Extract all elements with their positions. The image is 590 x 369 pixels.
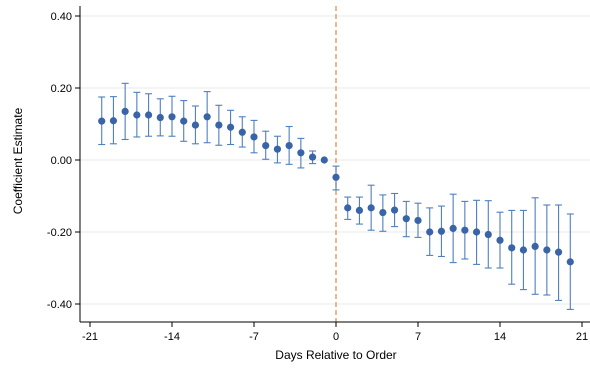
data-point bbox=[98, 117, 106, 125]
data-point bbox=[531, 242, 539, 250]
data-point bbox=[543, 246, 551, 254]
data-point bbox=[168, 113, 176, 121]
x-tick-label: -21 bbox=[82, 331, 98, 343]
data-point bbox=[191, 121, 200, 129]
data-point bbox=[109, 117, 118, 125]
data-point bbox=[121, 107, 129, 115]
data-point bbox=[461, 226, 469, 234]
data-point bbox=[203, 113, 211, 121]
data-point bbox=[133, 111, 141, 119]
x-tick-label: 14 bbox=[494, 331, 506, 343]
data-point bbox=[554, 248, 563, 256]
data-point bbox=[215, 121, 223, 129]
data-point bbox=[472, 228, 481, 236]
y-axis-title: Coefficient Estimate bbox=[11, 107, 25, 214]
data-point bbox=[144, 111, 153, 119]
data-point bbox=[250, 133, 258, 141]
data-point bbox=[156, 113, 164, 122]
y-tick-label: -0.40 bbox=[47, 299, 72, 311]
data-point bbox=[437, 227, 446, 235]
point-estimates bbox=[98, 107, 574, 266]
data-point bbox=[566, 258, 574, 266]
data-point bbox=[355, 206, 364, 214]
data-point bbox=[519, 246, 528, 254]
data-point bbox=[180, 117, 188, 125]
y-axis-ticks: 0.40 0.20 0.00 -0.20 -0.40 bbox=[47, 11, 80, 311]
data-point bbox=[262, 142, 270, 150]
y-tick-label: -0.20 bbox=[47, 227, 72, 239]
axes bbox=[79, 6, 590, 323]
y-tick-label: 0.20 bbox=[51, 83, 72, 95]
data-point bbox=[496, 236, 504, 244]
data-point bbox=[402, 215, 410, 223]
x-tick-label: 21 bbox=[576, 331, 588, 343]
data-point bbox=[273, 145, 282, 153]
data-point bbox=[449, 224, 457, 232]
y-tick-label: 0.00 bbox=[51, 155, 72, 167]
data-point bbox=[484, 230, 492, 239]
data-point bbox=[308, 153, 317, 161]
data-point bbox=[285, 142, 293, 150]
data-point bbox=[332, 173, 340, 181]
x-tick-label: 0 bbox=[333, 331, 339, 343]
data-point bbox=[320, 156, 328, 164]
x-axis-ticks: -21 -14 -7 0 7 14 21 bbox=[82, 322, 588, 343]
data-point bbox=[226, 123, 235, 131]
data-point bbox=[379, 208, 387, 217]
data-point bbox=[508, 244, 516, 252]
data-point bbox=[297, 149, 305, 157]
data-point bbox=[367, 204, 375, 212]
x-tick-label: -7 bbox=[249, 331, 259, 343]
y-tick-label: 0.40 bbox=[51, 11, 72, 23]
x-axis-title: Days Relative to Order bbox=[275, 348, 396, 362]
data-point bbox=[426, 228, 434, 236]
data-point bbox=[238, 128, 246, 136]
data-point bbox=[414, 216, 422, 225]
x-tick-label: -14 bbox=[164, 331, 180, 343]
x-tick-label: 7 bbox=[415, 331, 421, 343]
gridlines bbox=[80, 15, 590, 305]
data-point bbox=[344, 204, 352, 212]
data-point bbox=[390, 206, 399, 214]
